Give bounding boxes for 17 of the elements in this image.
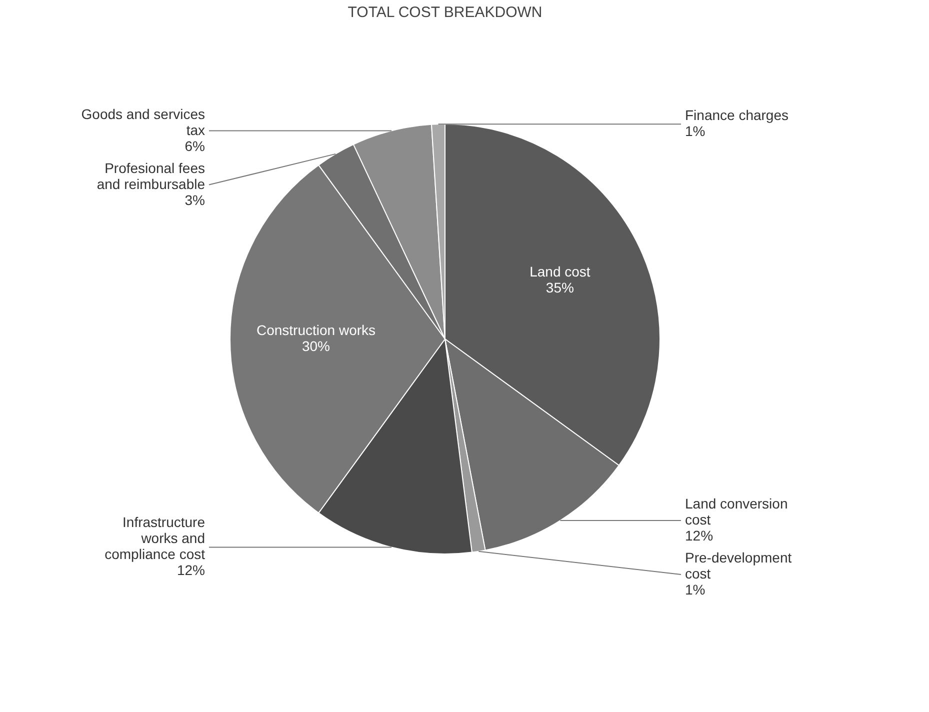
data-label: 1% <box>685 582 706 598</box>
data-label: 35% <box>546 279 574 296</box>
data-label: 30% <box>302 338 330 354</box>
slice-label: Land conversion cost <box>685 496 788 528</box>
data-label: 12% <box>685 528 714 544</box>
data-label: 3% <box>184 192 205 208</box>
slice-label: Finance charges <box>685 107 789 124</box>
chart-title: TOTAL COST BREAKDOWN <box>348 4 542 21</box>
slice-label: Infrastructure works and compliance cost <box>104 514 206 562</box>
slice-label: Pre-development cost <box>685 550 792 582</box>
data-label: 6% <box>184 138 205 154</box>
slice-label: Land cost <box>530 263 590 280</box>
data-label: 12% <box>176 562 205 578</box>
slice-label: Construction works <box>256 322 376 338</box>
slice-label: Goods and services tax <box>81 106 205 138</box>
data-label: 1% <box>685 123 706 140</box>
slice-label: Profesional fees and reimbursable <box>96 160 206 192</box>
